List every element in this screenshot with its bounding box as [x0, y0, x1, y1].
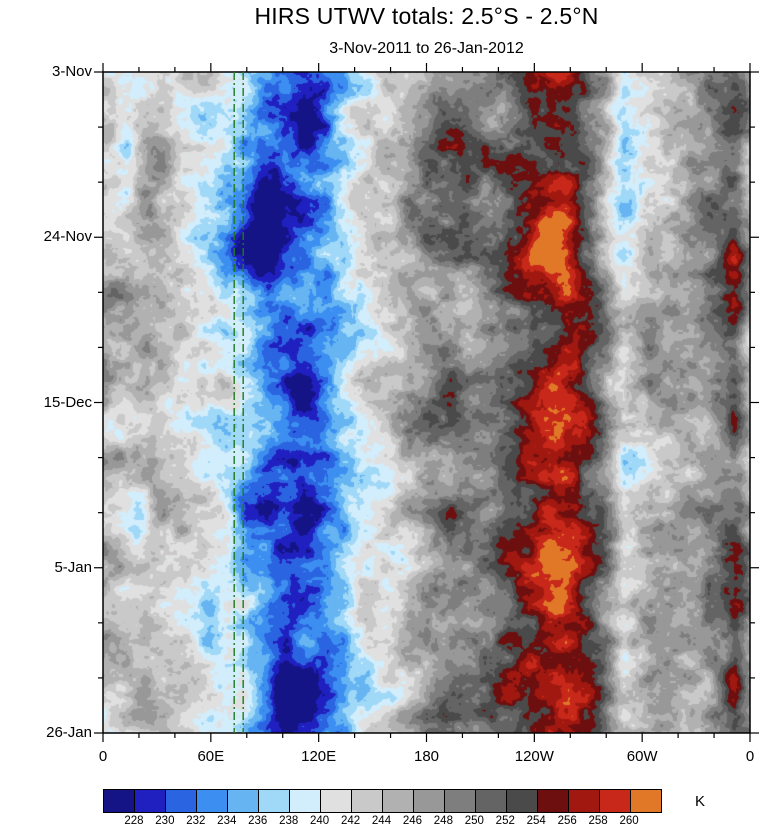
colorbar-label: 252 — [495, 815, 515, 827]
colorbar-label: 234 — [217, 815, 237, 827]
colorbar-cell — [259, 790, 290, 812]
colorbar-cell — [352, 790, 383, 812]
colorbar-cell — [600, 790, 631, 812]
colorbar-cell — [538, 790, 569, 812]
x-axis-label: 60W — [626, 748, 658, 765]
plot-frame — [102, 71, 751, 734]
colorbar-cell — [135, 790, 166, 812]
colorbar-label: 260 — [619, 815, 639, 827]
colorbar-cell — [228, 790, 259, 812]
field-canvas — [103, 72, 750, 733]
colorbar-label: 244 — [371, 815, 392, 827]
colorbar-label: 232 — [186, 815, 206, 827]
colorbar-label: 228 — [124, 815, 144, 827]
colorbar-label: 258 — [588, 815, 608, 827]
colorbar-label: 236 — [248, 815, 268, 827]
y-axis-label: 15-Dec — [43, 393, 92, 411]
colorbar — [103, 789, 662, 813]
colorbar-cell — [631, 790, 661, 812]
x-axis-label: 60E — [197, 748, 225, 765]
colorbar-cell — [321, 790, 352, 812]
colorbar-cell — [445, 790, 476, 812]
axes-overlay — [94, 63, 759, 742]
colorbar-cell — [569, 790, 600, 812]
x-axis-label: 180 — [413, 748, 440, 765]
colorbar-cell — [290, 790, 321, 812]
y-axis-label: 24-Nov — [43, 228, 92, 246]
y-axis-label: 3-Nov — [51, 63, 92, 80]
colorbar-label: 248 — [433, 815, 453, 827]
plot-area — [94, 63, 759, 742]
x-axis-label: 120E — [301, 748, 337, 765]
y-axis-label: 5-Jan — [54, 558, 92, 576]
colorbar-cell — [507, 790, 538, 812]
chart-title: HIRS UTWV totals: 2.5°S - 2.5°N — [254, 3, 599, 29]
colorbar-label: 238 — [279, 815, 299, 827]
colorbar-cell — [197, 790, 228, 812]
colorbar-cell — [476, 790, 507, 812]
colorbar-label: 246 — [402, 815, 423, 827]
colorbar-label: 242 — [340, 815, 361, 827]
x-axis-label: 120W — [514, 748, 554, 765]
x-axis-label: 0 — [98, 748, 108, 765]
colorbar-unit-label: K — [695, 793, 706, 810]
colorbar-label: 230 — [155, 815, 175, 827]
y-axis-label: 26-Jan — [46, 724, 92, 741]
colorbar-label: 240 — [310, 815, 330, 827]
colorbar-cell — [104, 790, 135, 812]
colorbar-cell — [383, 790, 414, 812]
colorbar-label: 256 — [557, 815, 577, 827]
colorbar-label: 254 — [526, 815, 546, 827]
x-axis-label: 0 — [745, 748, 755, 765]
colorbar-cell — [166, 790, 197, 812]
colorbar-cell — [414, 790, 445, 812]
chart-subtitle: 3-Nov-2011 to 26-Jan-2012 — [329, 40, 524, 57]
colorbar-label: 250 — [464, 815, 484, 827]
